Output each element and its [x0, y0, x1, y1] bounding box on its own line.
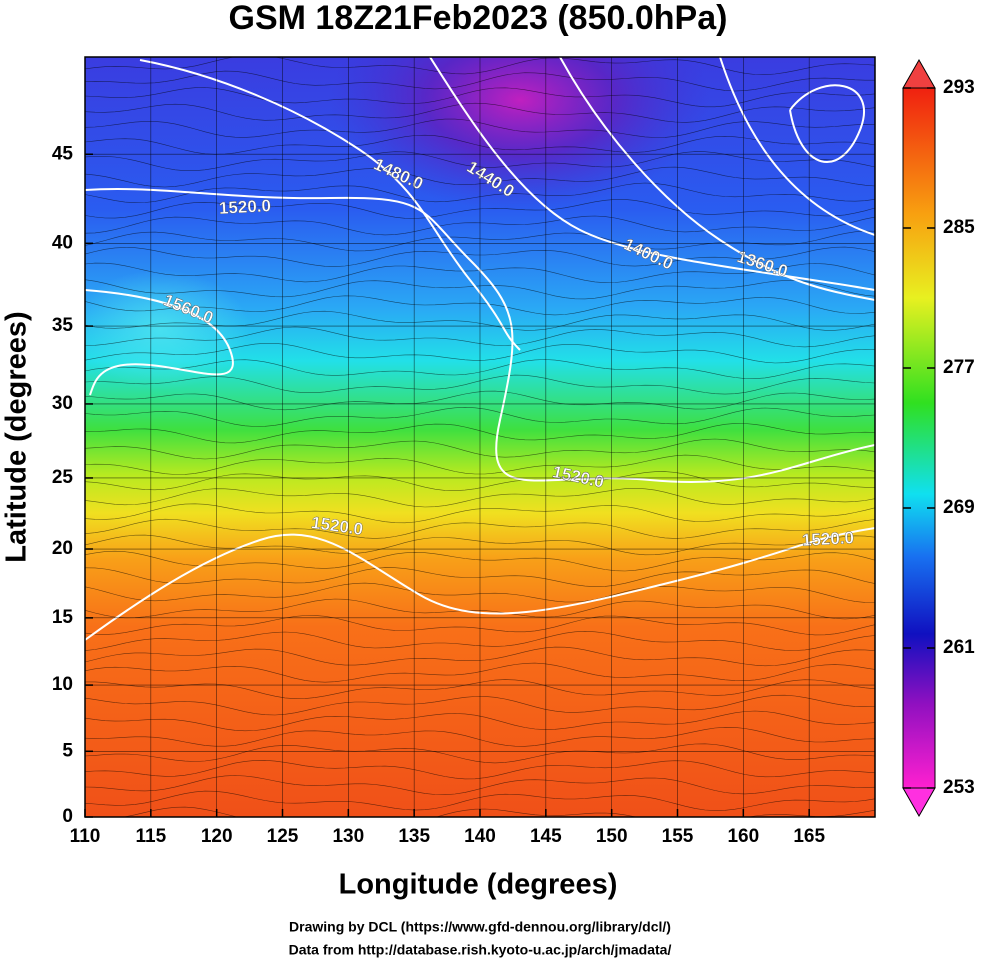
y-tick-label: 40 [52, 232, 73, 253]
contour-line [789, 84, 865, 163]
x-tick-label: 155 [662, 826, 694, 847]
contour-label: 1520.0 [801, 528, 854, 550]
colorbar [902, 87, 936, 789]
cool-patch [85, 270, 250, 390]
y-tick-label: 35 [52, 315, 74, 336]
x-tick-label: 115 [136, 826, 167, 847]
x-tick-label: 165 [793, 826, 825, 847]
y-tick-label: 45 [52, 143, 74, 164]
x-tick-label: 160 [727, 826, 759, 847]
contour-line [429, 57, 875, 291]
colorbar-extend-bottom [902, 787, 936, 818]
x-tick-label: 130 [332, 826, 364, 847]
contour-line [85, 527, 875, 641]
contour-line [719, 57, 875, 236]
colorbar-tick-label: 285 [943, 217, 975, 238]
x-tick-label: 120 [201, 826, 233, 847]
x-tick-label: 135 [398, 826, 430, 847]
y-tick-label: 25 [52, 467, 74, 488]
x-tick-label: 110 [70, 826, 101, 847]
contour-line [85, 187, 875, 483]
contour-line [139, 59, 521, 351]
x-axis-label: Longitude (degrees) [339, 869, 618, 901]
y-axis-label: Latitude (degrees) [1, 311, 33, 562]
contour-label: 1520.0 [218, 196, 271, 218]
contour-line [85, 289, 234, 396]
x-tick-label: 150 [596, 826, 628, 847]
colorbar-tick-label: 261 [943, 637, 975, 658]
title: GSM 18Z21Feb2023 (850.0hPa) [229, 0, 728, 37]
y-tick-label: 0 [62, 806, 73, 827]
y-tick-label: 5 [62, 740, 73, 761]
y-tick-label: 15 [52, 607, 74, 628]
x-tick-label: 140 [464, 826, 496, 847]
colorbar-tick-label: 277 [943, 357, 975, 378]
x-tick-label: 125 [267, 826, 299, 847]
y-tick-label: 10 [52, 674, 73, 695]
y-tick-label: 30 [52, 393, 73, 414]
x-tick-label: 145 [530, 826, 562, 847]
contour-line [559, 57, 875, 301]
credit: Data from http://database.rish.kyoto-u.a… [289, 942, 672, 958]
colorbar-extend-top [902, 58, 936, 89]
colorbar-tick-label: 253 [943, 777, 975, 798]
y-tick-label: 20 [52, 538, 73, 559]
colorbar-tick-label: 269 [943, 497, 975, 518]
credit: Drawing by DCL (https://www.gfd-dennou.o… [289, 919, 671, 935]
colorbar-tick-label: 293 [943, 77, 975, 98]
